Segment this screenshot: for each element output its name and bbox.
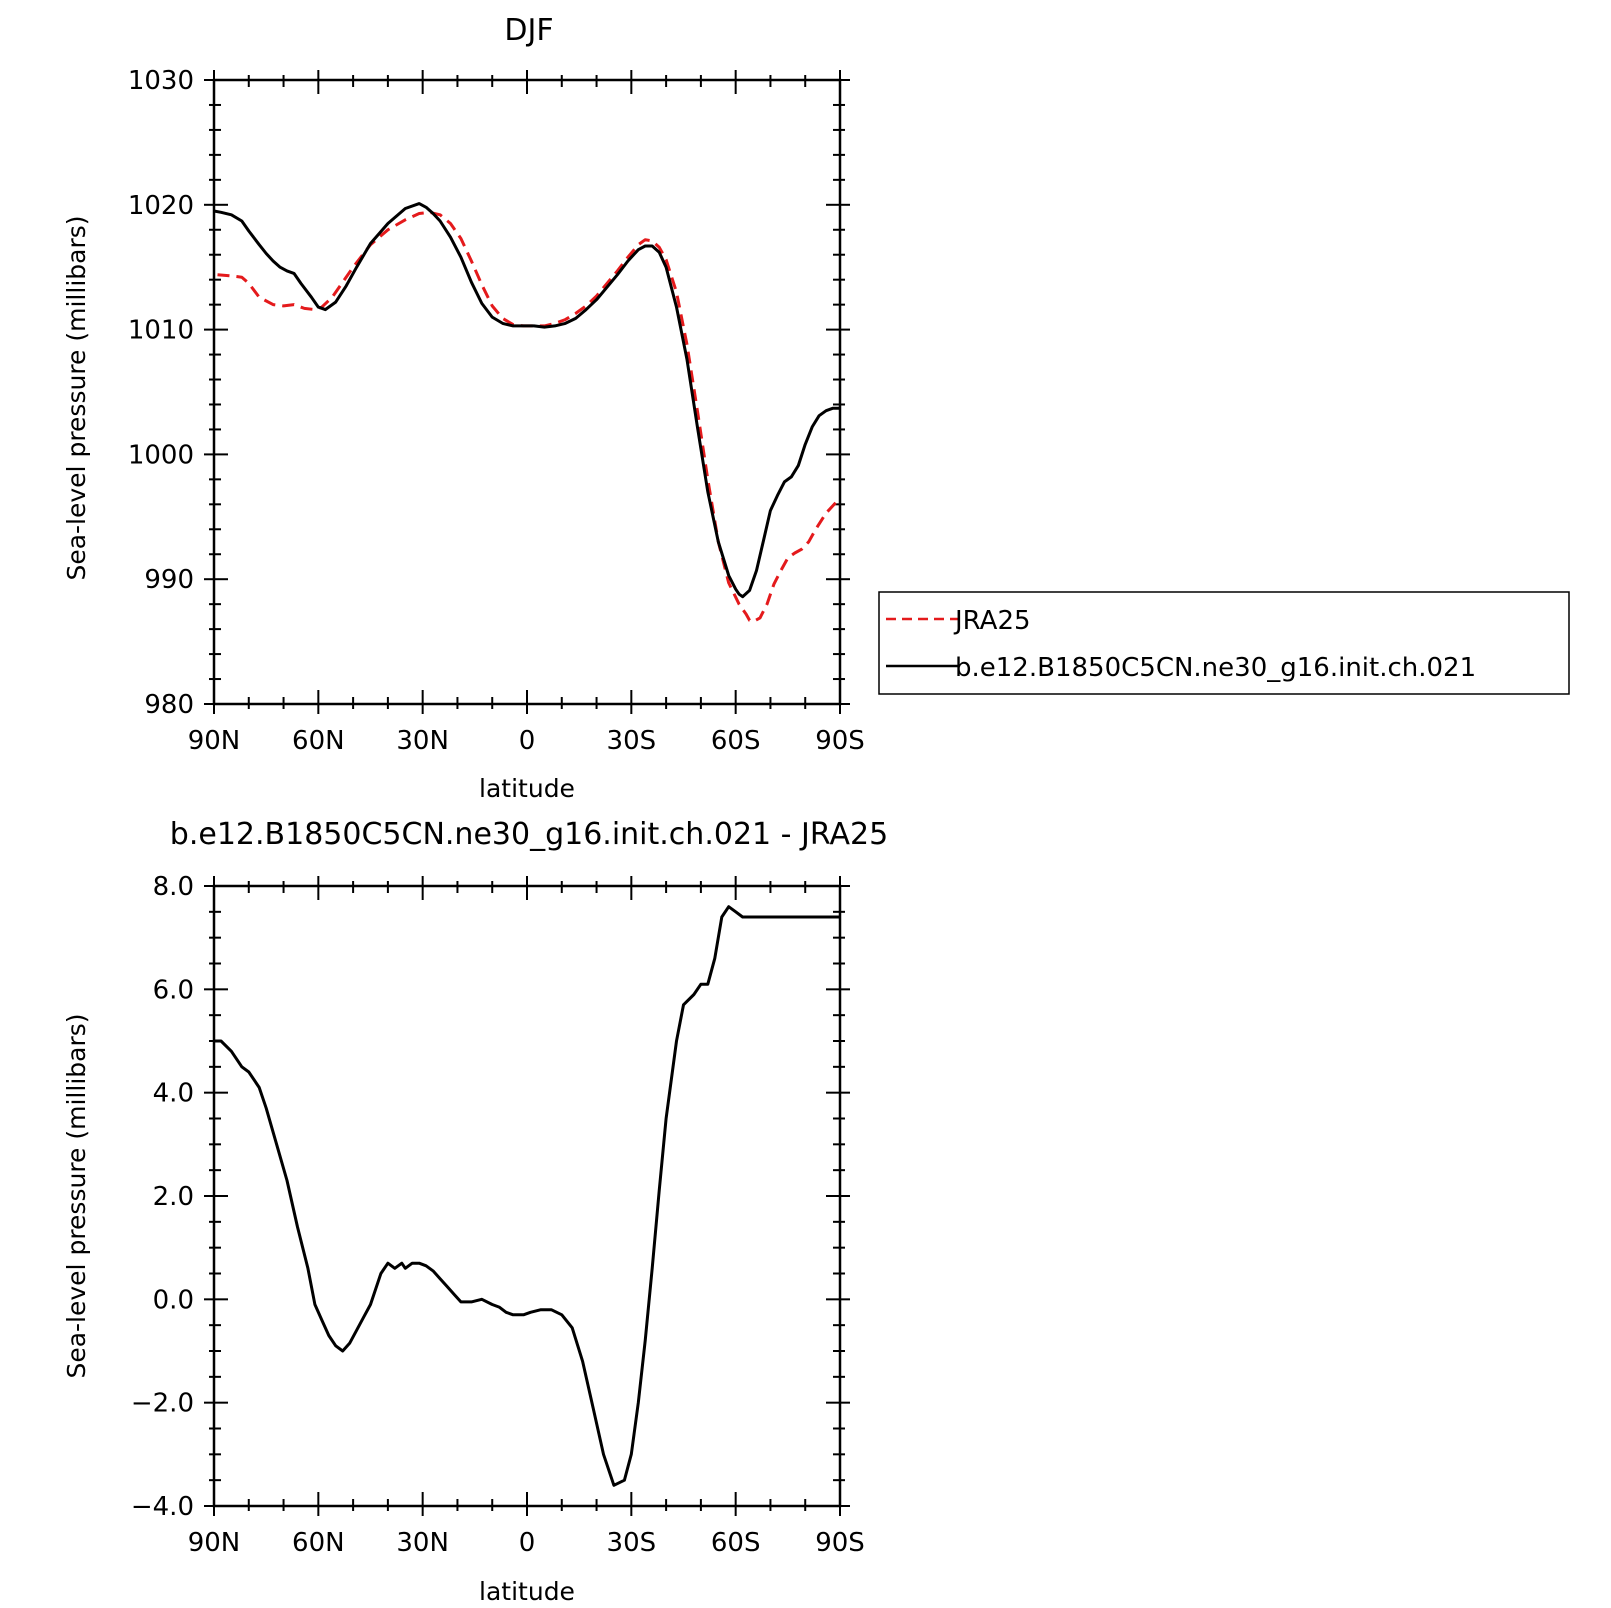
bottom-chart-title: b.e12.B1850C5CN.ne30_g16.init.ch.021 - J…: [170, 817, 888, 852]
bottom-chart-x-tick-labels: 90N 60N 30N 0 30S 60S 90S: [188, 1528, 865, 1558]
y-tick-label: 1020: [128, 191, 194, 221]
x-tick-label: 30N: [396, 726, 449, 756]
x-tick-label: 60S: [711, 726, 761, 756]
top-chart-frame: [212, 78, 842, 706]
x-tick-label: 90S: [815, 726, 865, 756]
top-chart-legend: JRA25 b.e12.B1850C5CN.ne30_g16.init.ch.0…: [878, 591, 1570, 695]
top-chart-title: DJF: [504, 13, 553, 48]
x-tick-label: 0: [519, 1528, 536, 1558]
bottom-chart-y-tick-labels: 8.0 6.0 4.0 2.0 0.0 −2.0 −4.0: [131, 872, 194, 1522]
top-chart-x-axis-label: latitude: [479, 774, 575, 803]
x-tick-label: 90N: [188, 726, 241, 756]
bottom-chart-ticks: [204, 876, 850, 1516]
legend-label-jra25: JRA25: [953, 606, 1031, 636]
bottom-chart-panel: b.e12.B1850C5CN.ne30_g16.init.ch.021 - J…: [62, 817, 888, 1606]
legend-label-model: b.e12.B1850C5CN.ne30_g16.init.ch.021: [955, 653, 1476, 683]
x-tick-label: 90N: [188, 1528, 241, 1558]
x-tick-label: 60N: [292, 726, 345, 756]
top-chart-y-tick-labels: 1030 1020 1010 1000 990 980: [128, 66, 194, 720]
series-line-b-e12-b1850c5cn-ne30-g16-init-ch-021: [213, 202, 840, 599]
x-tick-label: 0: [519, 726, 536, 756]
bottom-chart-x-axis-label: latitude: [479, 1577, 575, 1606]
y-tick-label: 990: [144, 565, 194, 595]
bottom-chart-y-axis-label: Sea-level pressure (millibars): [62, 1013, 91, 1378]
y-tick-label: 8.0: [153, 872, 194, 902]
y-tick-label: 1010: [128, 316, 194, 346]
bottom-chart-series: [214, 905, 840, 1487]
y-tick-label: 1000: [128, 440, 194, 470]
top-chart-x-tick-labels: 90N 60N 30N 0 30S 60S 90S: [188, 726, 865, 756]
x-tick-label: 90S: [815, 1528, 865, 1558]
y-tick-label: 6.0: [153, 975, 194, 1005]
x-tick-label: 30N: [396, 1528, 449, 1558]
top-chart-panel: DJF 90N 60N 30N 0 30S 60S 90S 1030 1020 1010 1000…: [62, 13, 1570, 803]
x-tick-label: 60S: [711, 1528, 761, 1558]
series-line-jra25: [217, 210, 838, 624]
x-tick-label: 60N: [292, 1528, 345, 1558]
y-tick-label: −4.0: [131, 1492, 194, 1522]
y-tick-label: 1030: [128, 66, 194, 96]
series-line-bottom-0: [214, 905, 840, 1487]
top-chart-series: [213, 202, 840, 624]
y-tick-label: 980: [144, 690, 194, 720]
x-tick-label: 30S: [607, 1528, 657, 1558]
y-tick-label: 0.0: [153, 1285, 194, 1315]
top-chart-ticks: [204, 70, 850, 714]
y-tick-label: −2.0: [131, 1389, 194, 1419]
y-tick-label: 2.0: [153, 1182, 194, 1212]
y-tick-label: 4.0: [153, 1079, 194, 1109]
top-chart-y-axis-label: Sea-level pressure (millibars): [62, 215, 91, 580]
bottom-chart-frame: [212, 884, 842, 1508]
legend-box: [878, 591, 1570, 695]
x-tick-label: 30S: [607, 726, 657, 756]
